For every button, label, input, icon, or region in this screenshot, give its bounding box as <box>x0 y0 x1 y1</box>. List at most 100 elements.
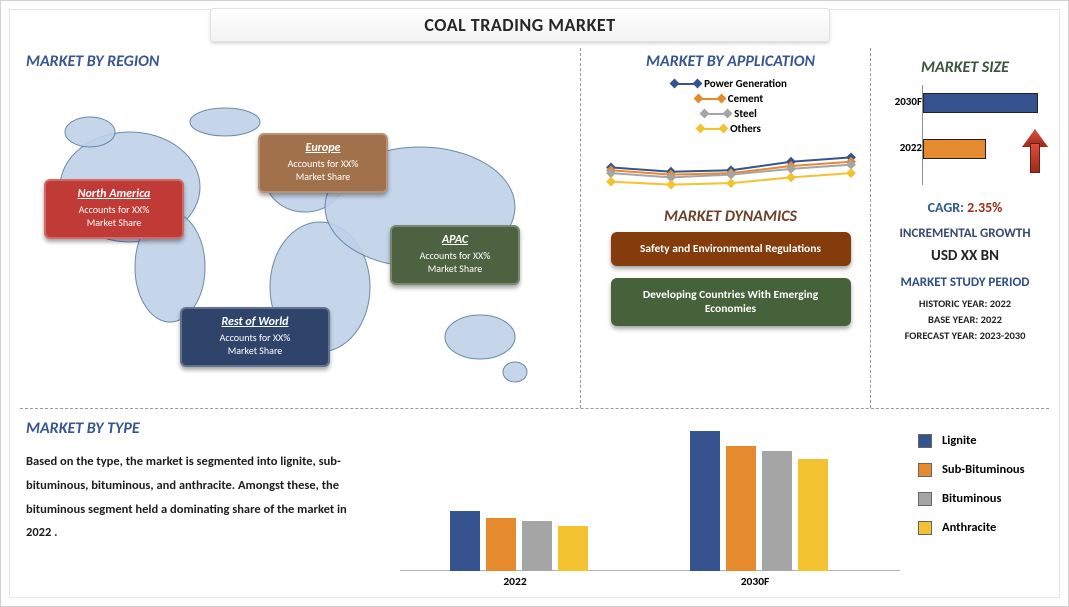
incremental-growth-value: USD XX BN <box>881 247 1049 265</box>
bar-group <box>690 431 828 571</box>
legend-swatch <box>918 434 932 448</box>
series-marker <box>666 180 676 190</box>
application-line-chart <box>601 141 861 201</box>
dynamics-box: Developing Countries With Emerging Econo… <box>611 278 851 326</box>
category-label: 2022 <box>440 575 590 589</box>
bar <box>522 521 552 571</box>
region-callout-apac: APAC Accounts for XX%Market Share <box>390 225 520 285</box>
legend-item: Anthracite <box>918 520 1049 535</box>
legend-item: Others <box>700 122 761 135</box>
heading-by-type: MARKET BY TYPE <box>26 419 390 438</box>
bar-chart-area: 2022 2030F <box>400 421 900 587</box>
region-callout-europe: Europe Accounts for XX%Market Share <box>258 133 388 193</box>
legend-marker <box>698 98 722 100</box>
legend-item: Lignite <box>918 433 1049 448</box>
legend-label: Power Generation <box>704 77 787 90</box>
heading-region: MARKET BY REGION <box>26 52 580 71</box>
application-legend: Power Generation Cement Steel Others <box>591 77 870 135</box>
legend-item: Sub-Bituminous <box>918 462 1049 477</box>
legend-swatch <box>918 521 932 535</box>
legend-item: Bituminous <box>918 491 1049 506</box>
size-bar <box>923 139 986 159</box>
incremental-growth-heading: INCREMENTAL GROWTH <box>881 226 1049 241</box>
panel-size: MARKET SIZE 2030F 2022 CAGR: 2.35% INCREM… <box>870 48 1049 408</box>
heading-dynamics: MARKET DYNAMICS <box>591 207 870 226</box>
line-chart-svg <box>601 141 861 201</box>
base-year: BASE YEAR: 2022 <box>881 312 1049 328</box>
forecast-year: FORECAST YEAR: 2023-2030 <box>881 328 1049 344</box>
region-share-line1: Accounts for XX% <box>402 250 508 263</box>
bar <box>486 518 516 571</box>
legend-item: Steel <box>704 107 757 120</box>
legend-marker <box>674 83 698 85</box>
region-share-line2: Market Share <box>402 263 508 276</box>
legend-item: Cement <box>698 92 763 105</box>
region-share-line2: Market Share <box>192 345 318 358</box>
bar <box>558 526 588 571</box>
dynamics-boxes: Safety and Environmental Regulations Deve… <box>591 232 870 326</box>
legend-label: Others <box>730 122 761 135</box>
legend-label: Anthracite <box>942 520 996 535</box>
growth-arrow-icon <box>1024 129 1046 173</box>
region-callout-north_america: North America Accounts for XX%Market Shar… <box>44 179 184 239</box>
region-title: Europe <box>270 141 376 156</box>
legend-marker <box>700 128 724 130</box>
region-title: North America <box>56 187 172 202</box>
study-period-heading: MARKET STUDY PERIOD <box>881 275 1049 290</box>
map-region-shape <box>503 362 527 382</box>
study-period-lines: HISTORIC YEAR: 2022 BASE YEAR: 2022 FORE… <box>881 296 1049 343</box>
series-marker <box>846 168 856 178</box>
heading-size: MARKET SIZE <box>881 58 1049 77</box>
region-share-line1: Accounts for XX% <box>270 158 376 171</box>
bar-group <box>450 511 588 571</box>
legend-swatch <box>918 492 932 506</box>
top-row: MARKET BY REGION North America Accounts f… <box>20 48 1049 408</box>
size-bar-label: 2030F <box>872 95 922 108</box>
cagr-label: CAGR: <box>928 199 964 216</box>
by-type-bar-chart: 2022 2030F <box>400 415 900 587</box>
legend-column: Lignite Sub-Bituminous Bituminous Anthracit… <box>910 415 1049 535</box>
world-map: North AmericaAccounts for XX%Market Shar… <box>20 77 580 407</box>
panel-region: MARKET BY REGION North America Accounts f… <box>20 48 580 408</box>
size-bar <box>923 93 1038 113</box>
cagr-line: CAGR: 2.35% <box>881 199 1049 216</box>
series-marker <box>786 172 796 182</box>
map-region-shape <box>190 108 260 136</box>
by-type-paragraph: Based on the type, the market is segment… <box>20 444 380 545</box>
bottom-row: MARKET BY TYPE Based on the type, the ma… <box>20 408 1049 587</box>
region-title: Rest of World <box>192 315 318 330</box>
category-label: 2030F <box>680 575 830 589</box>
bar <box>450 511 480 571</box>
legend-item: Power Generation <box>674 77 787 90</box>
bar <box>690 431 720 571</box>
bar <box>726 446 756 571</box>
bar <box>798 459 828 571</box>
legend-label: Sub-Bituminous <box>942 462 1025 477</box>
cagr-value: 2.35% <box>967 199 1002 216</box>
region-title: APAC <box>402 233 508 248</box>
legend-label: Steel <box>734 107 757 120</box>
inner-frame: COAL TRADING MARKET MARKET BY REGION Nor… <box>9 9 1060 598</box>
legend-label: Lignite <box>942 433 977 448</box>
legend-label: Bituminous <box>942 491 1001 506</box>
dynamics-box: Safety and Environmental Regulations <box>611 232 851 266</box>
by-type-legend: Lignite Sub-Bituminous Bituminous Anthracit… <box>910 415 1049 587</box>
heading-application: MARKET BY APPLICATION <box>591 52 870 71</box>
page-title: COAL TRADING MARKET <box>210 8 830 42</box>
infographic: COAL TRADING MARKET MARKET BY REGION Nor… <box>0 0 1069 607</box>
series-marker <box>726 178 736 188</box>
size-bar-label: 2022 <box>872 141 922 154</box>
region-share-line1: Accounts for XX% <box>56 204 172 217</box>
region-share-line2: Market Share <box>270 171 376 184</box>
panel-application: MARKET BY APPLICATION Power Generation Ce… <box>580 48 870 408</box>
region-share-line1: Accounts for XX% <box>192 332 318 345</box>
region-share-line2: Market Share <box>56 217 172 230</box>
legend-marker <box>704 113 728 115</box>
panel-by-type-text: MARKET BY TYPE Based on the type, the ma… <box>20 415 390 587</box>
legend-swatch <box>918 463 932 477</box>
historic-year: HISTORIC YEAR: 2022 <box>881 296 1049 312</box>
legend-label: Cement <box>728 92 763 105</box>
bar <box>762 451 792 571</box>
map-region-shape <box>65 117 115 147</box>
series-marker <box>606 177 616 187</box>
